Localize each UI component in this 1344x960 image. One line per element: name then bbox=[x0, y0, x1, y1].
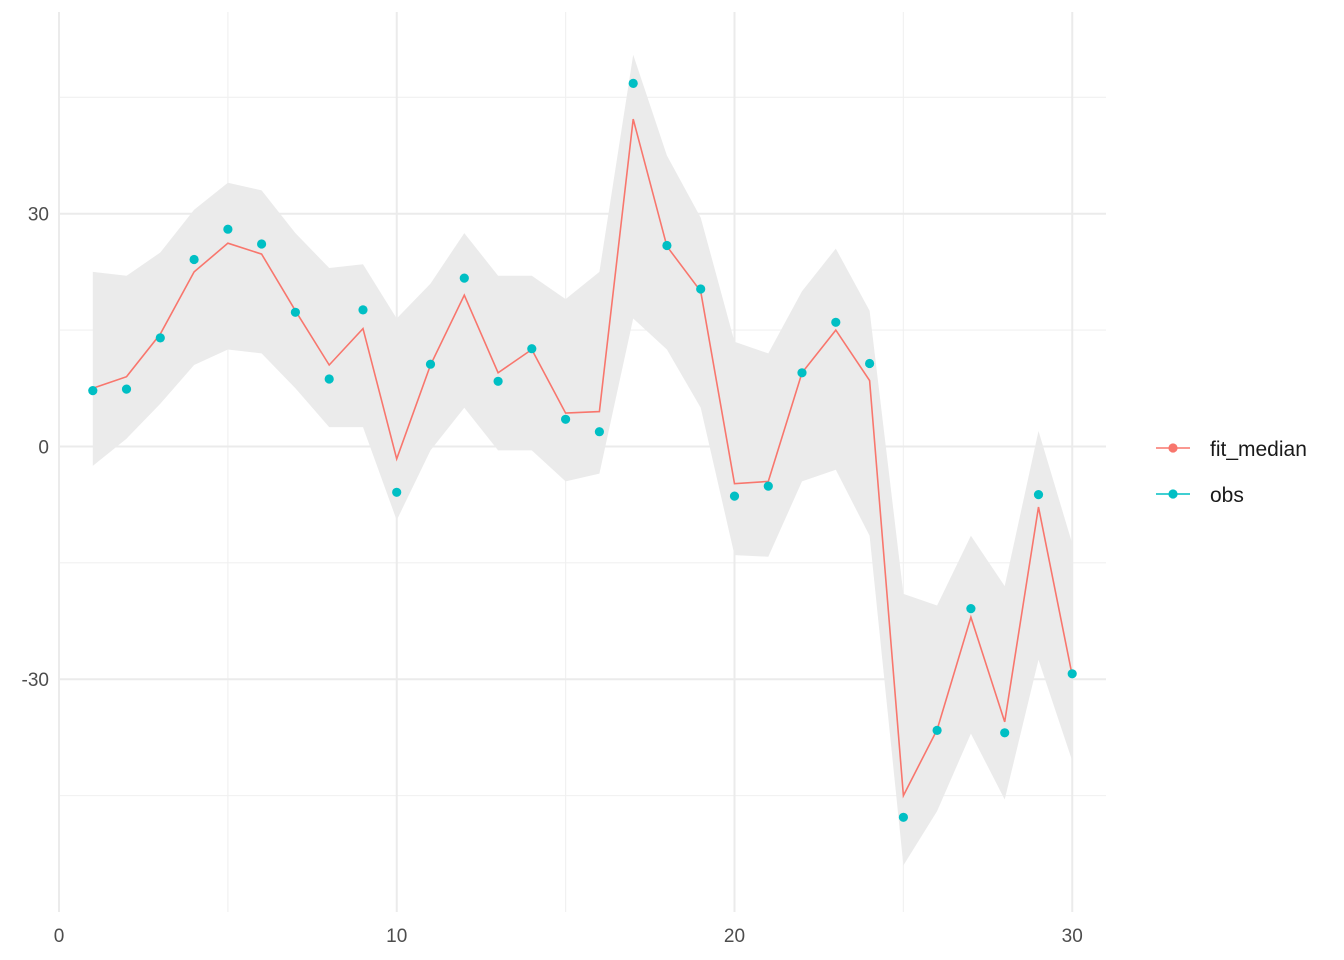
legend-key-obs-point bbox=[1168, 489, 1178, 499]
obs-point bbox=[459, 273, 469, 283]
x-tick-label: 0 bbox=[54, 926, 65, 947]
obs-point bbox=[1000, 728, 1010, 738]
obs-point bbox=[324, 374, 334, 384]
obs-point bbox=[257, 239, 267, 249]
obs-point bbox=[121, 384, 132, 394]
obs-point bbox=[425, 359, 436, 369]
x-tick-label: 10 bbox=[386, 926, 407, 947]
obs-point bbox=[865, 358, 875, 369]
uncertainty-ribbon bbox=[92, 54, 1073, 866]
series-line-fit-median bbox=[92, 118, 1073, 799]
obs-point bbox=[594, 427, 605, 437]
obs-point bbox=[493, 376, 503, 386]
y-tick-label: 30 bbox=[28, 205, 49, 226]
obs-point bbox=[223, 224, 233, 234]
legend-label: obs bbox=[1210, 484, 1244, 507]
obs-point bbox=[966, 604, 976, 614]
obs-point bbox=[831, 317, 841, 327]
obs-point bbox=[189, 254, 199, 265]
obs-point bbox=[1033, 490, 1044, 500]
x-axis: 0 10 20 30 bbox=[54, 926, 1083, 947]
x-tick-label: 20 bbox=[724, 926, 745, 947]
obs-point bbox=[392, 487, 402, 497]
legend-key-fit-median-point bbox=[1168, 443, 1178, 453]
ribbon-layer bbox=[92, 54, 1073, 866]
obs-point bbox=[763, 481, 773, 491]
line-layer bbox=[92, 118, 1073, 799]
legend-label: fit_median bbox=[1210, 438, 1307, 461]
obs-point bbox=[1067, 669, 1077, 679]
obs-point bbox=[662, 240, 672, 251]
x-tick-label: 30 bbox=[1062, 926, 1083, 947]
obs-point bbox=[561, 414, 571, 424]
y-axis: -30 0 30 bbox=[22, 205, 49, 692]
obs-point bbox=[932, 725, 942, 736]
obs-point bbox=[290, 307, 300, 317]
obs-point bbox=[358, 305, 368, 315]
obs-point bbox=[729, 491, 740, 501]
y-tick-label: 0 bbox=[38, 437, 49, 458]
obs-point bbox=[696, 284, 706, 294]
obs-point bbox=[155, 333, 165, 343]
obs-point bbox=[88, 386, 98, 396]
obs-point bbox=[527, 344, 537, 354]
obs-point bbox=[797, 368, 807, 378]
point-layer bbox=[88, 78, 1077, 822]
obs-point bbox=[898, 812, 909, 822]
obs-point bbox=[628, 78, 638, 88]
y-tick-label: -30 bbox=[22, 670, 49, 691]
